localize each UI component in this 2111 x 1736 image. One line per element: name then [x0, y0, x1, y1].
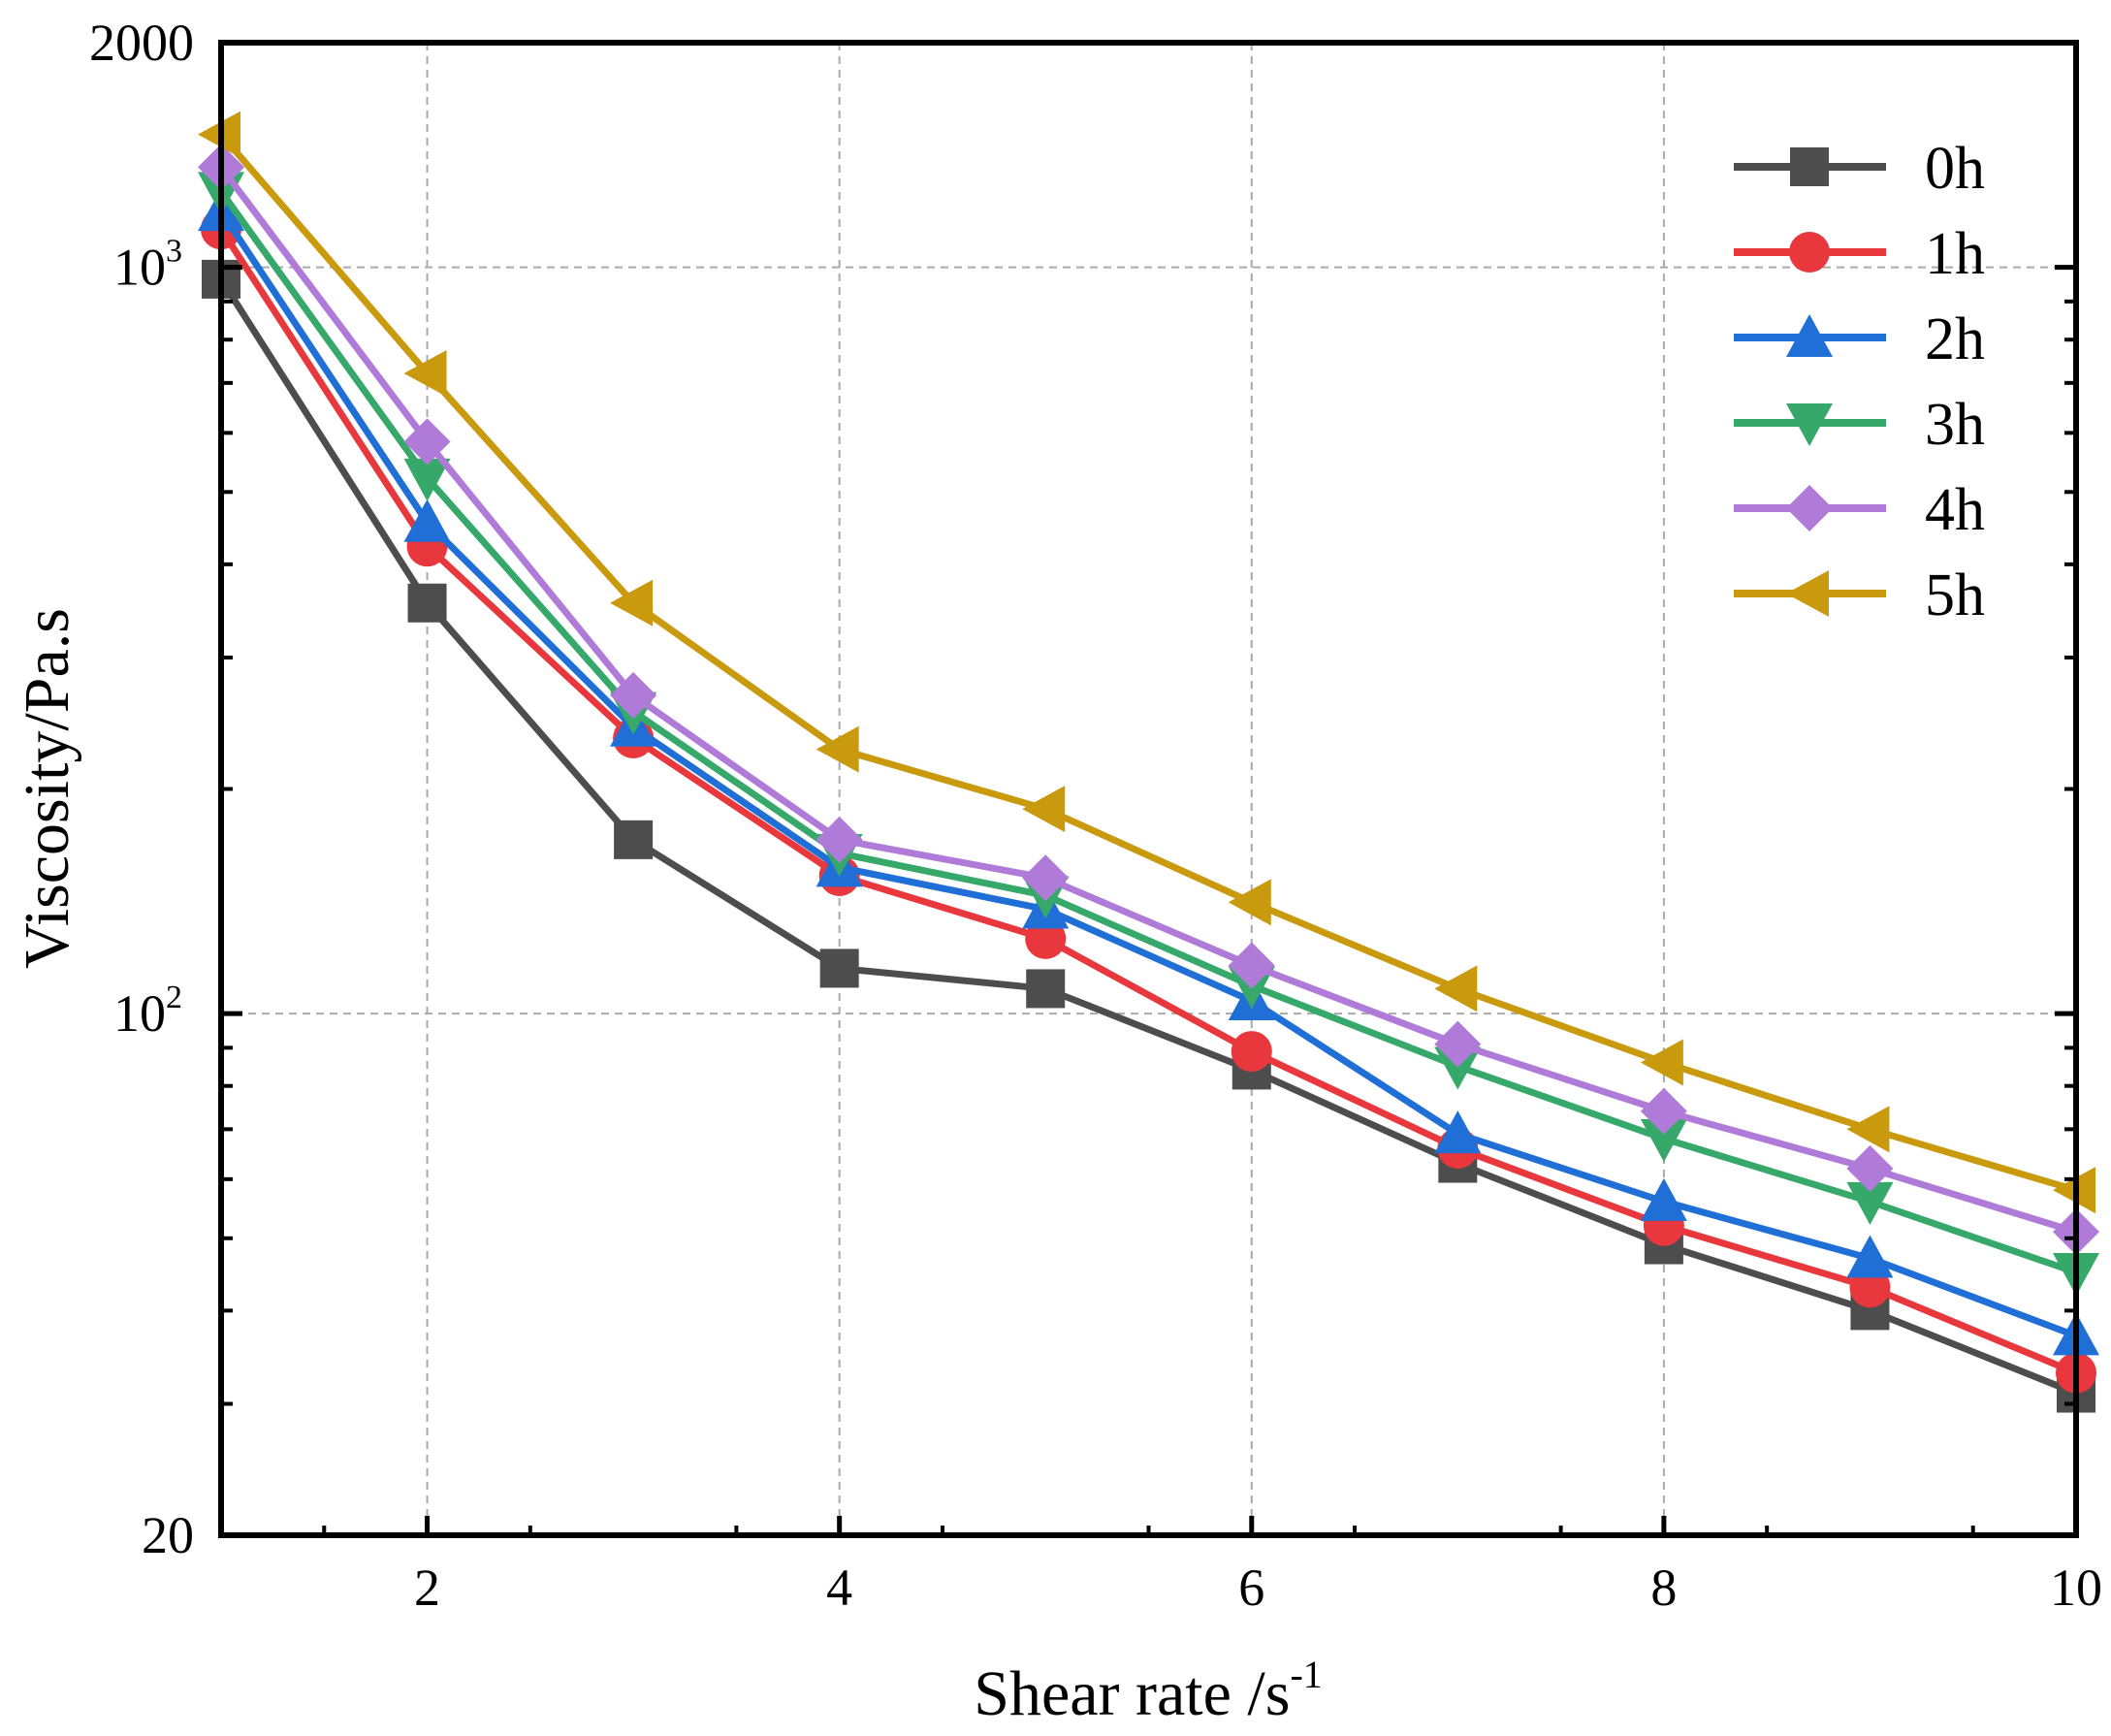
marker-diamond	[610, 671, 657, 719]
marker-triangle-up	[1434, 1110, 1482, 1154]
marker-triangle-up	[403, 498, 451, 542]
marker-square	[819, 948, 859, 988]
series-line-4h	[218, 165, 2078, 1236]
series-layer	[198, 111, 2099, 1413]
marker-diamond	[816, 816, 863, 863]
legend-label: 2h	[1925, 306, 1985, 372]
legend-item-5h: 5h	[1734, 563, 1985, 628]
legend-item-4h: 4h	[1734, 477, 1985, 543]
marker-diamond	[1434, 1020, 1482, 1068]
legend-label: 0h	[1925, 136, 1985, 202]
x-axis-label: Shear rate /s-1	[974, 1653, 1323, 1729]
marker-triangle-left	[1640, 1039, 1683, 1086]
legend-item-0h: 0h	[1734, 136, 1985, 202]
x-tick-label: 8	[1650, 1559, 1677, 1617]
series-1h	[201, 209, 2096, 1394]
y-tick-label: 102	[113, 980, 182, 1043]
y-axis-label: Viscosity/Pa.s	[12, 608, 82, 969]
legend-item-2h: 2h	[1734, 306, 1985, 372]
series-line-0h	[218, 277, 2078, 1397]
marker-circle	[1789, 232, 1830, 273]
x-tick-label: 10	[2050, 1559, 2102, 1617]
marker-diamond	[1786, 485, 1833, 531]
marker-triangle-left	[1228, 879, 1271, 926]
legend-label: 4h	[1925, 477, 1985, 543]
marker-triangle-down	[1786, 403, 1833, 446]
y-tick-label: 2000	[89, 14, 194, 72]
marker-triangle-down	[1434, 1046, 1482, 1090]
series-2h	[198, 188, 2099, 1356]
y-tick-label-base: 2000	[89, 14, 194, 72]
marker-triangle-left	[1786, 570, 1829, 617]
marker-triangle-left	[403, 349, 447, 397]
legend: 0h 1h 2h 3h 4h 5h	[1734, 136, 1985, 628]
marker-triangle-down	[1640, 1119, 1687, 1163]
marker-triangle-left	[1022, 786, 1066, 833]
y-tick-label-base: 10	[113, 984, 166, 1043]
y-tick-label-base: 10	[113, 239, 166, 297]
y-tick-label: 20	[142, 1506, 194, 1564]
marker-circle	[1231, 1031, 1272, 1073]
legend-label: 3h	[1925, 392, 1985, 458]
legend-item-1h: 1h	[1734, 221, 1985, 287]
marker-triangle-up	[1640, 1177, 1687, 1221]
marker-triangle-left	[1846, 1106, 1890, 1153]
marker-diamond	[403, 418, 451, 466]
marker-triangle-left	[816, 725, 859, 773]
x-axis-label-text: Shear rate /s	[974, 1658, 1290, 1729]
legend-label: 1h	[1925, 221, 1985, 287]
legend-label: 5h	[1925, 563, 1985, 628]
legend-item-3h: 3h	[1734, 392, 1985, 458]
x-tick-label: 2	[414, 1559, 440, 1617]
x-tick-label: 4	[826, 1559, 852, 1617]
marker-triangle-down	[1846, 1181, 1894, 1225]
grid	[221, 43, 2076, 1535]
marker-square	[1026, 969, 1066, 1009]
marker-diamond	[1640, 1087, 1687, 1135]
marker-square	[407, 583, 447, 623]
y-tick-label: 103	[113, 234, 182, 297]
y-tick-label-exponent: 2	[166, 980, 182, 1015]
x-tick-label: 6	[1238, 1559, 1264, 1617]
series-line-1h	[218, 227, 2078, 1376]
series-line-3h	[218, 189, 2078, 1276]
marker-square	[1790, 147, 1829, 186]
marker-triangle-up	[1846, 1235, 1894, 1278]
x-axis-label-superscript: -1	[1290, 1653, 1322, 1696]
marker-diamond	[1022, 854, 1070, 902]
series-line-2h	[218, 209, 2078, 1339]
marker-square	[614, 820, 654, 859]
y-tick-label-base: 20	[142, 1506, 194, 1564]
marker-triangle-left	[610, 579, 654, 627]
series-4h	[198, 144, 2099, 1256]
marker-triangle-down	[403, 458, 451, 501]
marker-diamond	[1228, 942, 1275, 989]
marker-triangle-up	[1786, 314, 1833, 357]
marker-triangle-left	[1434, 965, 1478, 1013]
y-tick-label-exponent: 3	[166, 234, 182, 270]
marker-diamond	[1846, 1144, 1894, 1192]
series-line-5h	[218, 132, 2077, 1194]
